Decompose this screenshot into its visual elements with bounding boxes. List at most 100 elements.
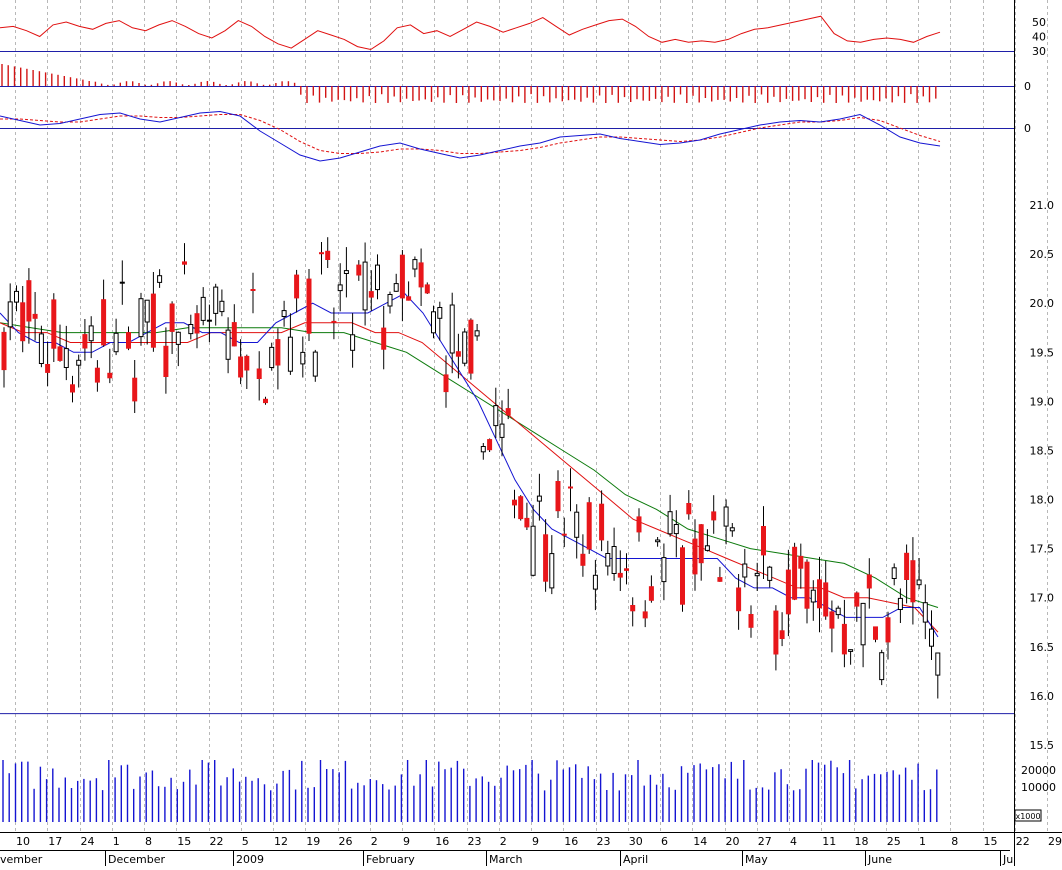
day-tick-label: 18 xyxy=(855,835,869,848)
candle-down xyxy=(561,533,567,536)
vertical-gridlines xyxy=(15,0,1048,832)
day-tick-label: 4 xyxy=(790,835,797,848)
day-tick-label: 22 xyxy=(1016,835,1030,848)
candle-down xyxy=(70,384,75,393)
macd-line xyxy=(0,110,941,162)
candle-down xyxy=(761,526,766,556)
day-tick-label: 9 xyxy=(532,835,539,848)
candle-up xyxy=(175,331,181,345)
candle-up xyxy=(549,553,555,589)
candle-up xyxy=(754,572,760,577)
day-tick-label: 25 xyxy=(887,835,901,848)
candle-up xyxy=(437,307,443,319)
day-tick-label: 16 xyxy=(435,835,449,848)
day-tick-label: 15 xyxy=(177,835,191,848)
candle-up xyxy=(14,290,19,303)
candle-down xyxy=(57,346,63,361)
candle-up xyxy=(38,333,44,364)
candle-down xyxy=(263,398,268,404)
candle-down xyxy=(399,254,405,299)
candle-up xyxy=(742,563,748,578)
candle-up xyxy=(935,652,941,676)
volume-unit-box xyxy=(1014,809,1042,822)
day-tick-label: 2 xyxy=(371,835,378,848)
candle-down xyxy=(238,356,244,378)
month-label: vember xyxy=(0,853,43,866)
candle-up xyxy=(393,283,399,292)
price-tick-label: 17.5 xyxy=(1030,543,1055,556)
candle-up xyxy=(848,649,854,652)
candle-down xyxy=(294,274,300,299)
candle-down xyxy=(331,320,337,323)
candle-down xyxy=(424,284,430,294)
day-tick-label: 8 xyxy=(145,835,152,848)
candle-up xyxy=(480,446,486,453)
candle-up xyxy=(269,346,275,368)
candle-down xyxy=(698,524,704,564)
candle-up xyxy=(860,602,866,646)
candle-down xyxy=(866,574,872,589)
candle-down xyxy=(32,313,38,319)
candle-down xyxy=(580,553,586,566)
axis-labels: 10 17 24 1 8 15 22 5 12 19 26 2 9 16 23 2 9 16 23 30 6 14 20 27… xyxy=(0,835,1062,866)
ma-fast-line xyxy=(0,292,939,638)
candle-down xyxy=(904,552,910,580)
price-tick-label: 16.0 xyxy=(1030,690,1055,703)
day-tick-label: 10 xyxy=(16,835,30,848)
candle-down xyxy=(636,516,642,533)
candle-up xyxy=(879,652,885,681)
price-panel: 21.0 20.5 20.0 19.5 19.0 18.5 18.0 17.5 17.0 16.5… xyxy=(0,199,1054,752)
candle-up xyxy=(655,539,661,543)
volume-unit-label: x1000 xyxy=(1015,812,1040,821)
candle-up xyxy=(387,294,393,307)
candle-down xyxy=(736,587,742,612)
candle-up xyxy=(63,348,69,369)
candle-down xyxy=(648,586,654,601)
candle-up xyxy=(574,511,580,538)
candle-down xyxy=(455,351,461,357)
price-tick-label: 15.5 xyxy=(1030,739,1055,752)
day-tick-label: 11 xyxy=(822,835,836,848)
month-label: April xyxy=(623,853,648,866)
candle-up xyxy=(88,325,94,342)
candle-down xyxy=(692,538,698,575)
volume-tick-label: 20000 xyxy=(1021,764,1056,777)
day-tick-label: 9 xyxy=(403,835,410,848)
candle-up xyxy=(281,310,287,318)
candle-down xyxy=(586,502,592,550)
candle-up xyxy=(723,506,729,527)
volume-tick-label: 10000 xyxy=(1021,781,1056,794)
candle-down xyxy=(512,499,517,506)
candle-up xyxy=(704,545,710,551)
candle-down xyxy=(356,264,362,276)
price-tick-label: 18.0 xyxy=(1030,494,1055,507)
candle-up xyxy=(767,566,773,581)
candle-up xyxy=(76,359,82,366)
candle-up xyxy=(144,299,150,323)
candle-down xyxy=(885,617,891,643)
rsi-tick-label: 50 xyxy=(1032,16,1046,29)
candle-down xyxy=(748,614,754,628)
day-tick-label: 23 xyxy=(597,835,611,848)
candle-down xyxy=(599,503,605,541)
month-label: March xyxy=(489,853,523,866)
candle-up xyxy=(929,628,934,647)
volume-panel: 20000 10000 x1000 xyxy=(2,760,1056,822)
candle-up xyxy=(530,525,536,576)
candle-down xyxy=(524,517,530,528)
day-tick-label: 1 xyxy=(113,835,120,848)
candle-up xyxy=(673,524,679,535)
macd-signal-line xyxy=(0,114,941,154)
candle-down xyxy=(792,546,798,600)
day-tick-label: 24 xyxy=(81,835,95,848)
day-tick-label: 19 xyxy=(306,835,320,848)
month-label: June xyxy=(867,853,892,866)
candle-down xyxy=(568,486,573,489)
day-tick-label: 20 xyxy=(726,835,740,848)
candle-down xyxy=(773,610,779,655)
price-tick-label: 18.5 xyxy=(1030,444,1055,457)
histogram-tick-label: 0 xyxy=(1024,80,1031,93)
macd-tick-label: 0 xyxy=(1024,122,1031,135)
